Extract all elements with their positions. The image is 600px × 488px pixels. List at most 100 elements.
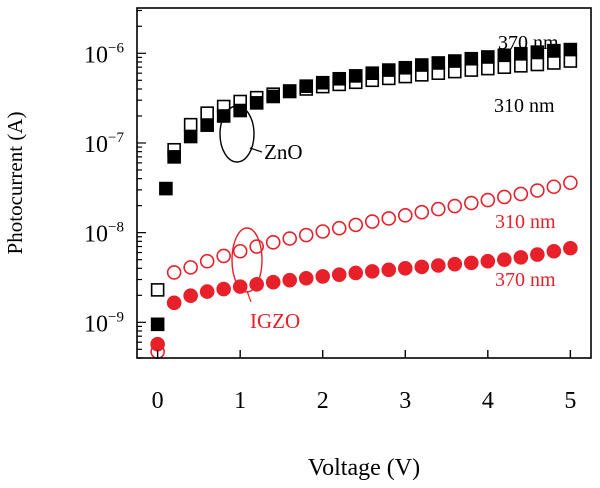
data-point-igzo370	[265, 274, 281, 290]
data-point-igzo370	[183, 288, 198, 304]
data-point-zno370	[266, 89, 281, 104]
data-point-zno370	[159, 181, 173, 196]
data-point-zno370	[299, 79, 314, 93]
data-point-zno370	[398, 60, 413, 75]
data-point-igzo370	[364, 264, 380, 279]
igzo-pointer-line	[246, 290, 252, 303]
data-point-igzo370	[546, 243, 562, 259]
data-point-igzo310	[563, 175, 578, 191]
data-point-zno370	[365, 66, 380, 80]
y-tick-label: 10−7	[84, 130, 124, 158]
data-point-igzo310	[199, 253, 215, 269]
data-point-zno370	[464, 51, 479, 66]
data-point-igzo370	[464, 255, 479, 271]
data-point-zno370	[249, 96, 264, 110]
igzo-310-label: 310 nm	[495, 211, 556, 233]
data-point-igzo370	[331, 267, 347, 282]
data-point-igzo370	[397, 261, 413, 276]
data-point-igzo370	[530, 247, 545, 262]
data-point-zno370	[332, 71, 347, 86]
data-point-igzo310	[546, 179, 562, 195]
data-point-igzo310	[298, 227, 314, 243]
data-point-zno310	[200, 106, 214, 120]
igzo-label: IGZO	[250, 309, 300, 333]
data-point-igzo370	[315, 269, 331, 284]
x-tick-label: 3	[399, 388, 411, 414]
data-point-igzo370	[298, 270, 314, 286]
data-point-zno370	[431, 56, 446, 70]
data-point-igzo310	[397, 208, 413, 223]
data-markers	[150, 42, 578, 360]
data-point-igzo310	[282, 231, 298, 246]
data-point-zno310	[530, 57, 545, 72]
data-point-igzo370	[216, 281, 231, 297]
data-point-zno370	[167, 150, 181, 164]
data-point-igzo370	[348, 265, 364, 281]
data-point-igzo310	[414, 204, 430, 220]
data-point-igzo370	[563, 240, 578, 256]
data-point-igzo310	[265, 235, 281, 250]
data-point-zno310	[497, 60, 512, 74]
data-point-igzo370	[150, 336, 165, 352]
data-point-igzo310	[430, 201, 446, 217]
y-axis-label: Photocurrent (A)	[3, 112, 27, 255]
data-point-zno370	[348, 69, 363, 83]
data-point-igzo310	[232, 243, 248, 259]
x-tick-label: 0	[152, 388, 164, 414]
data-point-igzo370	[447, 256, 463, 272]
y-axis-ticks	[137, 9, 146, 359]
data-point-igzo310	[513, 186, 529, 202]
data-point-zno370	[514, 46, 528, 61]
data-point-igzo310	[447, 198, 463, 214]
data-point-igzo370	[430, 258, 446, 273]
data-point-igzo370	[282, 272, 298, 288]
data-point-zno310	[183, 117, 198, 132]
x-tick-label: 2	[317, 388, 329, 414]
x-tick-labels: 0 1 2 3 4 5	[152, 388, 577, 414]
plot-frame	[136, 7, 592, 359]
data-point-igzo310	[480, 192, 496, 208]
data-point-igzo370	[381, 262, 397, 278]
data-point-zno370	[481, 50, 495, 64]
data-point-zno370	[497, 48, 512, 63]
data-point-igzo310	[497, 189, 512, 205]
data-point-igzo370	[480, 253, 496, 269]
data-point-igzo310	[183, 260, 198, 275]
data-point-zno370	[200, 118, 214, 132]
y-tick-labels: 10−9 10−8 10−7 10−6	[84, 40, 124, 337]
data-point-zno370	[381, 63, 396, 77]
data-point-igzo370	[166, 295, 182, 311]
data-point-igzo310	[331, 220, 347, 236]
data-point-igzo310	[464, 195, 479, 211]
data-point-igzo310	[348, 217, 364, 233]
data-point-igzo310	[166, 265, 182, 280]
igzo-ellipse	[231, 227, 263, 293]
x-axis-label: Voltage (V)	[308, 455, 420, 481]
data-point-igzo370	[497, 252, 512, 267]
data-point-zno370	[447, 54, 462, 68]
data-point-zno310	[547, 56, 561, 70]
data-point-igzo370	[513, 250, 529, 265]
data-point-igzo310	[364, 214, 380, 229]
data-point-igzo310	[216, 248, 231, 264]
data-point-zno370	[315, 75, 330, 90]
y-tick-label: 10−8	[84, 220, 124, 248]
data-point-zno310	[150, 283, 165, 297]
y-tick-label: 10−6	[84, 40, 124, 68]
data-point-igzo370	[199, 284, 215, 299]
data-point-zno370	[547, 43, 561, 58]
zno-ellipse	[219, 105, 255, 163]
data-point-igzo310	[315, 224, 331, 239]
data-point-zno370	[414, 58, 429, 72]
data-point-zno310	[464, 63, 479, 77]
data-point-zno370	[183, 129, 198, 144]
data-point-zno370	[282, 84, 297, 98]
igzo-370-label: 370 nm	[495, 269, 556, 291]
x-tick-label: 4	[482, 388, 494, 414]
zno-310-label: 310 nm	[494, 95, 555, 117]
data-point-zno370	[150, 317, 165, 332]
x-tick-label: 1	[234, 388, 246, 414]
zno-pointer-line	[249, 147, 263, 153]
x-axis-ticks	[156, 350, 572, 358]
